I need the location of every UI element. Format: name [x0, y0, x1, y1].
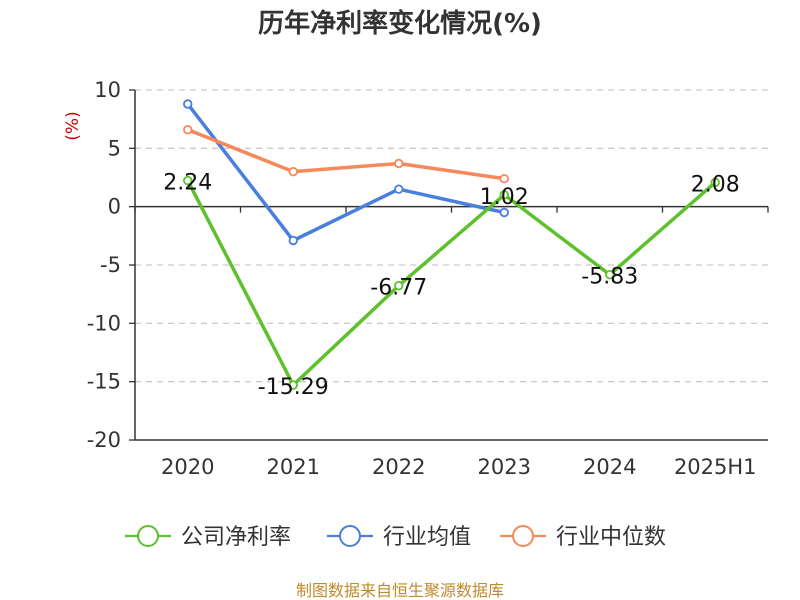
x-tick-label: 2022: [372, 455, 425, 479]
y-tick-label: 10: [94, 78, 121, 102]
data-point: [710, 177, 720, 188]
data-point: [394, 280, 404, 291]
legend-marker: [512, 525, 534, 547]
axes: 10 5 0 -5 -10 -15 -20 2020 2021 2022 2023 2024 2025H…: [87, 78, 769, 479]
data-label: -5.83: [581, 265, 638, 290]
data-point: [499, 207, 509, 218]
data-point: [499, 190, 509, 200]
data-point: [183, 99, 193, 109]
legend: 公司净利率 行业均值 行业中位数: [125, 525, 666, 550]
x-tick-label: 2020: [161, 455, 214, 479]
chart-title: 历年净利率变化情况(%): [258, 8, 542, 39]
data-point: [183, 124, 193, 135]
series-line: [186, 102, 505, 243]
x-tick-label: 2021: [267, 455, 320, 479]
legend-label: 行业均值: [383, 525, 471, 550]
series-group: [183, 99, 720, 390]
y-tick-label: -20: [87, 428, 121, 452]
data-label: 2.24: [163, 171, 212, 196]
legend-label: 行业中位数: [556, 525, 666, 550]
y-tick-label: -5: [100, 253, 121, 277]
data-point: [288, 166, 298, 177]
y-tick-label: 0: [108, 195, 121, 219]
legend-marker: [137, 525, 159, 547]
data-label: -6.77: [370, 276, 427, 301]
y-tick-label: -10: [87, 311, 121, 335]
x-tick-label: 2025H1: [674, 455, 757, 479]
series-line: [186, 179, 717, 387]
x-tick-label: 2023: [478, 455, 531, 479]
data-label: 2.08: [691, 172, 740, 197]
legend-label: 公司净利率: [181, 525, 291, 550]
data-point: [394, 158, 404, 169]
y-tick-label: -15: [87, 370, 121, 394]
source-note: 制图数据来自恒生聚源数据库: [296, 581, 504, 600]
x-tick-label: 2024: [583, 455, 636, 479]
gridlines: [135, 89, 768, 383]
series-line: [187, 128, 505, 181]
y-axis-unit-label: (%): [63, 111, 83, 140]
data-labels: 2.24 -15.29 -6.77 1.02 -5.83 2.08: [163, 171, 739, 401]
data-point: [288, 235, 298, 246]
legend-marker: [339, 525, 361, 547]
data-point: [499, 173, 509, 184]
data-label: -15.29: [258, 375, 329, 400]
data-point: [394, 184, 404, 194]
data-point: [288, 380, 298, 390]
data-label: 1.02: [480, 185, 529, 210]
data-point: [605, 269, 615, 280]
data-point: [183, 175, 193, 186]
y-tick-label: 5: [108, 136, 121, 160]
